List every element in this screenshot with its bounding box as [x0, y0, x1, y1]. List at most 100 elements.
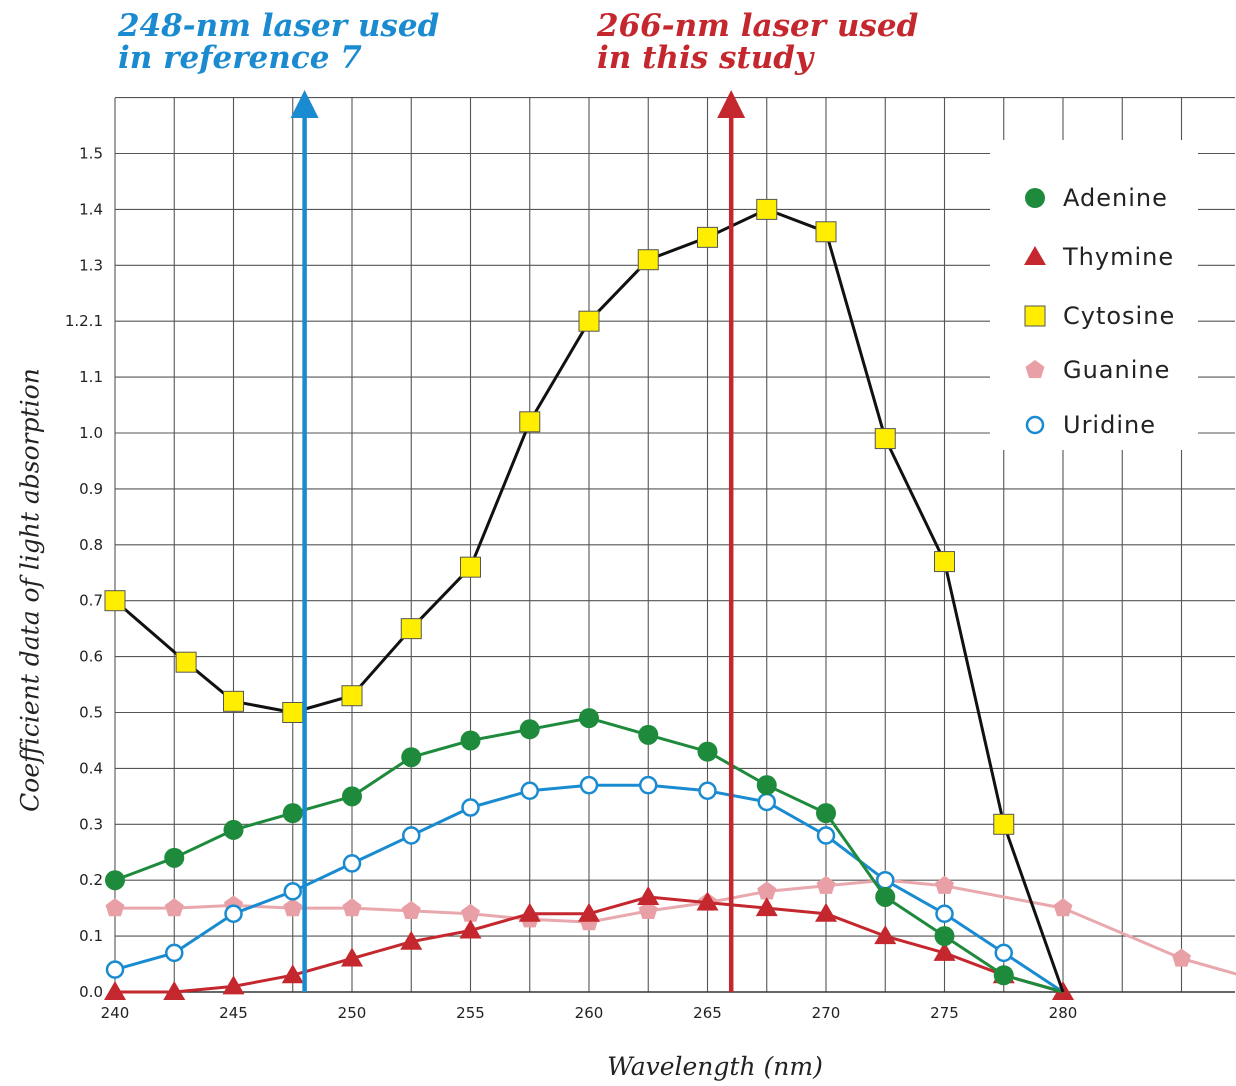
- data-point-adenine: [934, 926, 955, 947]
- data-point-uridine: [876, 870, 895, 890]
- y-tick-label: 0.3: [79, 815, 103, 833]
- laser-line-248nm: [290, 90, 319, 992]
- y-axis-label: Coefficient data of light absorption: [15, 368, 45, 812]
- legend: Adenine Thymine Cytosine Guanine Uridine: [990, 140, 1198, 450]
- x-tick-label: 280: [1049, 1004, 1078, 1022]
- data-point-thymine: [163, 981, 186, 1000]
- data-point-cytosine: [519, 411, 541, 433]
- data-point-uridine: [224, 904, 243, 923]
- annotation-248nm-line2: in reference 7: [118, 40, 362, 76]
- data-point-thymine: [696, 891, 719, 911]
- x-tick-label: 250: [338, 1004, 367, 1022]
- legend-label-cytosine: Cytosine: [1063, 302, 1175, 330]
- data-point-adenine: [401, 747, 422, 768]
- data-point-guanine: [757, 881, 777, 900]
- series-line-guanine: [115, 878, 1236, 976]
- x-tick-label: 255: [456, 1004, 485, 1022]
- series-uridine: [105, 775, 1064, 994]
- x-tick-label: 245: [219, 1004, 248, 1022]
- x-axis-ticks: 240245250255260265270275280290: [101, 1004, 1078, 1022]
- annotation-266nm: 266-nm laser used in this study: [597, 10, 918, 74]
- legend-label-guanine: Guanine: [1063, 356, 1170, 384]
- laser-line-266nm: [717, 90, 746, 992]
- data-point-adenine: [282, 803, 303, 824]
- data-point-adenine: [519, 719, 540, 740]
- data-point-thymine: [637, 885, 660, 905]
- data-point-adenine: [875, 886, 896, 907]
- legend-label-thymine: Thymine: [1062, 243, 1174, 271]
- series-cytosine: [104, 198, 1065, 993]
- data-point-guanine: [342, 898, 362, 917]
- y-tick-label: 0.8: [79, 536, 103, 554]
- x-tick-label: 275: [930, 1004, 959, 1022]
- data-point-adenine: [816, 803, 836, 824]
- data-point-adenine: [223, 819, 244, 840]
- legend-marker-guanine: [1025, 360, 1045, 379]
- legend-item-adenine: Adenine: [1025, 184, 1167, 212]
- y-tick-label: 1.5: [79, 145, 103, 163]
- y-tick-label: 0.0: [79, 983, 103, 1001]
- x-tick-label: 240: [101, 1004, 130, 1022]
- data-point-adenine: [164, 847, 185, 868]
- legend-marker-cytosine: [1024, 305, 1046, 327]
- annotation-266nm-line2: in this study: [597, 40, 813, 76]
- data-point-thymine: [518, 902, 541, 922]
- data-point-uridine: [342, 854, 362, 873]
- data-point-cytosine: [400, 618, 422, 640]
- y-tick-label: 0.2: [79, 871, 103, 889]
- data-point-thymine: [815, 902, 837, 922]
- x-tick-label: 270: [812, 1004, 841, 1022]
- data-point-uridine: [757, 792, 776, 812]
- chart-grid: [114, 97, 1235, 993]
- data-point-cytosine: [578, 310, 600, 332]
- legend-marker-uridine: [1025, 415, 1045, 435]
- annotation-248nm-line1: 248-nm laser used: [118, 8, 440, 44]
- legend-item-thymine: Thymine: [1024, 243, 1174, 271]
- data-point-cytosine: [175, 651, 197, 673]
- data-point-thymine: [874, 925, 897, 945]
- data-point-guanine: [401, 900, 421, 919]
- legend-marker-thymine: [1024, 246, 1046, 265]
- data-point-uridine: [402, 826, 421, 845]
- x-tick-label: 265: [693, 1004, 722, 1022]
- laser-lines: [290, 90, 746, 992]
- data-point-uridine: [165, 943, 184, 963]
- y-tick-label: 1.2.1: [65, 312, 103, 330]
- arrow-up-icon: [290, 90, 319, 118]
- data-point-uridine: [461, 798, 480, 817]
- data-point-cytosine: [341, 685, 363, 707]
- data-point-cytosine: [223, 690, 244, 712]
- data-point-adenine: [993, 965, 1014, 986]
- data-point-cytosine: [874, 428, 896, 450]
- data-point-adenine: [579, 708, 599, 729]
- data-point-cytosine: [756, 198, 778, 220]
- data-point-thymine: [755, 897, 778, 917]
- y-tick-label: 0.9: [79, 480, 103, 498]
- data-point-cytosine: [815, 221, 837, 243]
- annotation-248nm: 248-nm laser used in reference 7: [118, 10, 439, 74]
- data-point-adenine: [342, 786, 362, 807]
- series-guanine: [105, 870, 1236, 976]
- data-point-adenine: [638, 724, 659, 745]
- data-point-guanine: [638, 900, 658, 919]
- y-tick-label: 0.1: [79, 927, 103, 945]
- legend-box: [990, 140, 1198, 450]
- data-point-uridine: [105, 960, 125, 979]
- y-tick-label: 1.4: [79, 200, 103, 218]
- y-tick-label: 1.0: [79, 424, 103, 442]
- legend-item-uridine: Uridine: [1025, 411, 1155, 439]
- data-point-thymine: [459, 919, 482, 939]
- data-point-cytosine: [104, 590, 126, 612]
- y-tick-label: 0.7: [79, 592, 103, 610]
- legend-item-guanine: Guanine: [1025, 356, 1170, 384]
- y-tick-label: 0.4: [79, 759, 103, 777]
- data-point-guanine: [935, 875, 954, 894]
- annotation-266nm-line1: 266-nm laser used: [597, 8, 919, 44]
- arrow-up-icon: [717, 90, 746, 118]
- data-point-thymine: [341, 947, 363, 967]
- y-axis-ticks: 0.0 0.1 0.2 0.3 0.4 0.5 0.6 0.7 0.8 0.9 1.0 1.1 1.2.…: [65, 145, 103, 1002]
- data-point-cytosine: [697, 226, 718, 248]
- x-tick-label: 260: [575, 1004, 604, 1022]
- y-tick-label: 0.6: [79, 648, 103, 666]
- data-point-uridine: [698, 781, 717, 801]
